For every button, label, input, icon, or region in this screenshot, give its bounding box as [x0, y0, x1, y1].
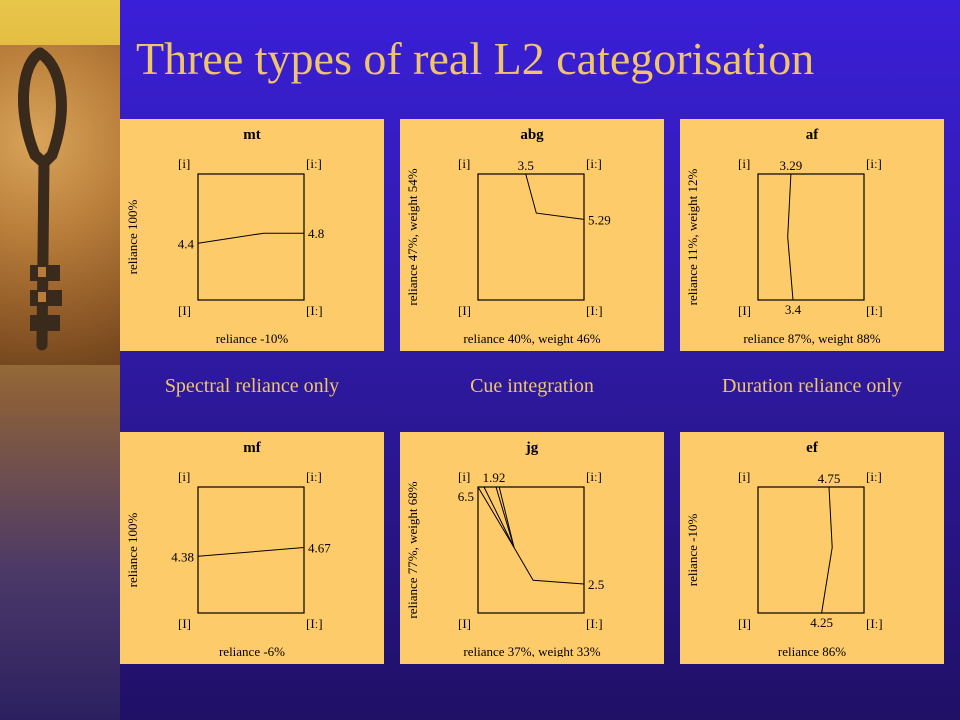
bottom-axis-label: reliance 86% [778, 644, 846, 657]
category-boundary-line [787, 173, 794, 301]
boundary-value-label: 3.29 [779, 158, 802, 173]
corner-label-top-right: [iː] [866, 469, 882, 484]
corner-label-top-left: [i] [738, 156, 750, 171]
boundary-value-label: 4.4 [178, 236, 195, 251]
panel-title: mf [243, 440, 261, 456]
plot-frame [477, 486, 585, 614]
corner-label-bottom-right: [Iː] [306, 303, 323, 318]
corner-label-bottom-right: [Iː] [866, 616, 883, 631]
boundary-value-label: 6.5 [458, 489, 474, 504]
panel-title: ef [806, 440, 819, 456]
panel-ef-chart: ef [i] [iː] [I] [Iː] reliance 86% reliance -10… [685, 440, 883, 657]
category-boundary-line [495, 486, 515, 548]
corner-label-top-left: [i] [458, 156, 470, 171]
category-boundary-line [197, 547, 305, 557]
boundary-value-label: 4.8 [308, 226, 324, 241]
corner-label-top-left: [i] [458, 469, 470, 484]
corner-label-top-left: [i] [738, 469, 750, 484]
category-boundary-line [197, 232, 304, 244]
panel-title: abg [520, 127, 544, 143]
panel-abg: abg [i] [iː] [I] [Iː] reliance 40%, weight 46… [400, 119, 664, 351]
bottom-axis-label: reliance 40%, weight 46% [463, 331, 600, 346]
boundary-value-label: 3.5 [518, 158, 534, 173]
panel-abg-chart: abg [i] [iː] [I] [Iː] reliance 40%, weight 46… [405, 127, 611, 346]
left-axis-label: reliance 100% [125, 512, 140, 587]
plot-frame [197, 173, 305, 301]
corner-label-bottom-left: [I] [178, 303, 191, 318]
boundary-value-label: 4.67 [308, 540, 331, 555]
caption-duration: Duration reliance only [722, 375, 902, 397]
corner-label-bottom-right: [Iː] [866, 303, 883, 318]
panel-jg-chart: jg [i] [iː] [I] [Iː] reliance 37%, weight 33%… [405, 440, 604, 657]
category-boundary-line [821, 486, 833, 614]
bottom-axis-label: reliance 37%, weight 33% [463, 644, 600, 657]
corner-label-top-left: [i] [178, 156, 190, 171]
corner-label-top-right: [iː] [586, 469, 602, 484]
corner-label-top-right: [iː] [586, 156, 602, 171]
boundary-value-label: 4.75 [818, 471, 841, 486]
panel-mt: mt [i] [iː] [I] [Iː] reliance -10% reliance 10… [120, 119, 384, 351]
left-axis-label: reliance 47%, weight 54% [405, 168, 420, 305]
sidebar [0, 0, 120, 720]
corner-label-top-right: [iː] [866, 156, 882, 171]
left-axis-label: reliance -10% [685, 514, 700, 587]
panel-title: jg [525, 440, 539, 456]
category-boundary-line [483, 486, 585, 585]
plot-frame [757, 486, 865, 614]
category-boundary-line [477, 486, 515, 548]
boundary-value-label: 2.5 [588, 577, 604, 592]
boundary-value-label: 1.92 [483, 470, 506, 485]
corner-label-bottom-left: [I] [458, 303, 471, 318]
left-axis-label: reliance 77%, weight 68% [405, 481, 420, 618]
boundary-value-label: 5.29 [588, 212, 611, 227]
left-axis-label: reliance 11%, weight 12% [685, 168, 700, 305]
caption-spectral: Spectral reliance only [164, 375, 340, 397]
corner-label-bottom-right: [Iː] [586, 616, 603, 631]
corner-label-bottom-left: [I] [738, 616, 751, 631]
category-boundary-line [498, 486, 515, 548]
panel-af: af [i] [iː] [I] [Iː] reliance 87%, weight 88%… [680, 119, 944, 351]
panel-title: af [806, 127, 820, 143]
boundary-value-label: 3.4 [785, 302, 802, 317]
panel-mt-chart: mt [i] [iː] [I] [Iː] reliance -10% reliance 10… [125, 127, 324, 346]
slide-title: Three types of real L2 categorisation [136, 33, 815, 84]
bottom-axis-label: reliance 87%, weight 88% [743, 331, 880, 346]
panel-af-chart: af [i] [iː] [I] [Iː] reliance 87%, weight 88%… [685, 127, 883, 346]
corner-label-bottom-right: [Iː] [586, 303, 603, 318]
panel-title: mt [243, 127, 261, 143]
boundary-value-label: 4.25 [810, 615, 833, 630]
category-boundary-line [525, 173, 585, 220]
corner-label-bottom-left: [I] [178, 616, 191, 631]
plot-frame [757, 173, 865, 301]
key-photo [0, 45, 120, 365]
corner-label-top-right: [iː] [306, 469, 322, 484]
plot-frame [197, 486, 305, 614]
panel-mf-chart: mf [i] [iː] [I] [Iː] reliance -6% reliance 100… [125, 440, 331, 657]
corner-label-top-left: [i] [178, 469, 190, 484]
bottom-axis-label: reliance -10% [216, 331, 289, 346]
panel-jg: jg [i] [iː] [I] [Iː] reliance 37%, weight 33%… [400, 432, 664, 664]
corner-label-bottom-right: [Iː] [306, 616, 323, 631]
plot-frame [477, 173, 585, 301]
panel-ef: ef [i] [iː] [I] [Iː] reliance 86% reliance -10… [680, 432, 944, 664]
corner-label-bottom-left: [I] [458, 616, 471, 631]
panel-mf: mf [i] [iː] [I] [Iː] reliance -6% reliance 100… [120, 432, 384, 664]
caption-cue-integration: Cue integration [470, 375, 594, 397]
corner-label-bottom-left: [I] [738, 303, 751, 318]
bottom-axis-label: reliance -6% [219, 644, 285, 657]
boundary-value-label: 4.38 [171, 549, 194, 564]
corner-label-top-right: [iː] [306, 156, 322, 171]
left-axis-label: reliance 100% [125, 199, 140, 274]
